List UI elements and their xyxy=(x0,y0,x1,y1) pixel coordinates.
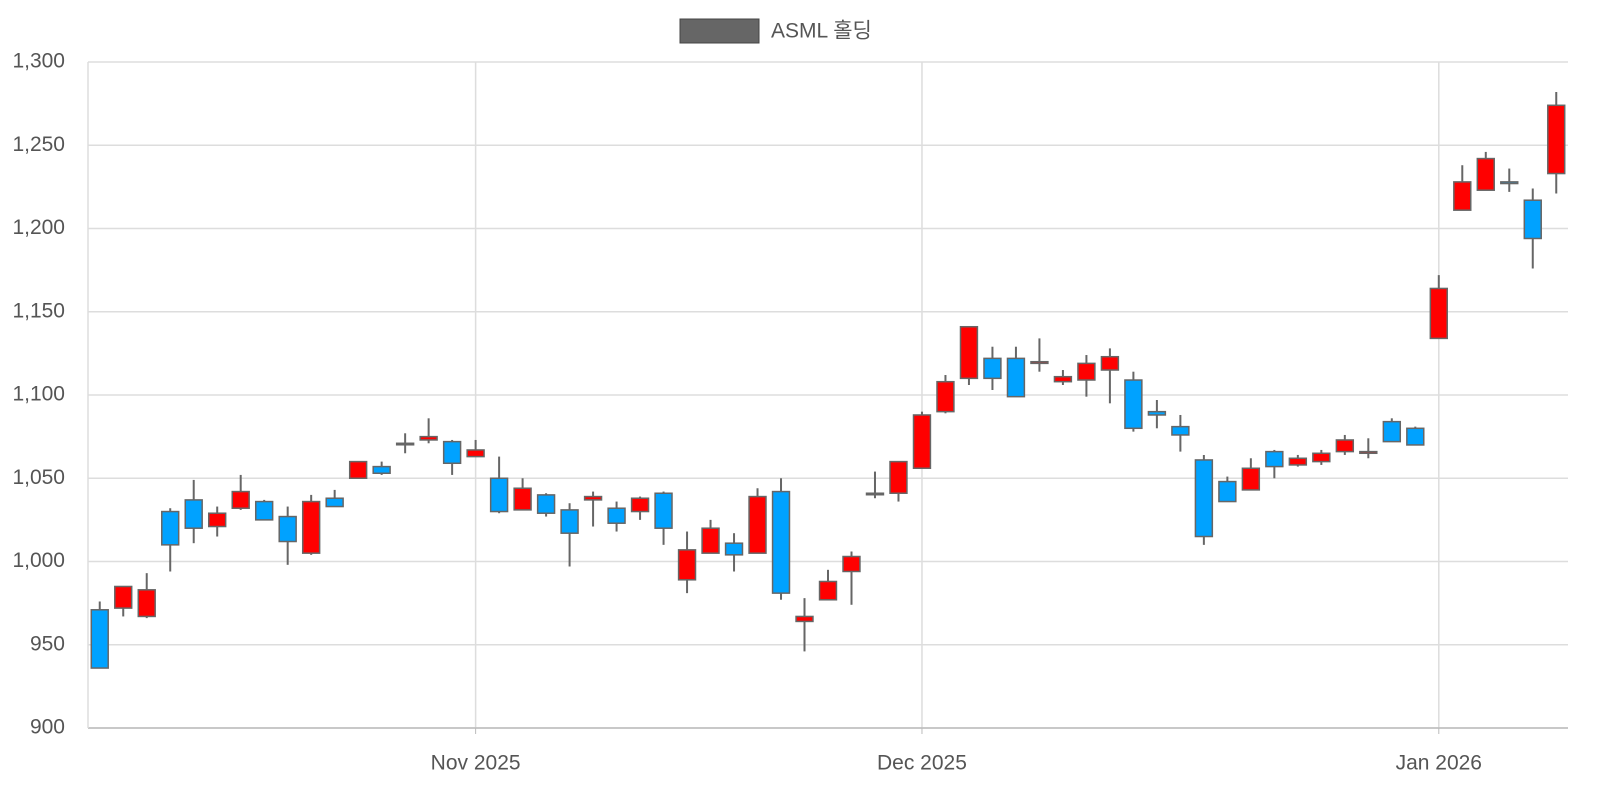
candle-body xyxy=(1147,410,1167,416)
y-tick-label: 900 xyxy=(30,716,65,739)
candle-body xyxy=(466,449,485,458)
y-tick-label: 1,100 xyxy=(12,383,65,406)
candle-body xyxy=(1500,181,1519,185)
candle-body xyxy=(114,585,133,609)
candle-body xyxy=(348,460,368,480)
candle-body xyxy=(301,500,321,554)
candle-body xyxy=(231,490,250,509)
candle-body xyxy=(1359,450,1378,455)
candle-body xyxy=(865,492,885,496)
candle-body xyxy=(889,460,908,494)
candle-body xyxy=(654,492,673,529)
y-tick-label: 1,200 xyxy=(12,216,65,239)
candle-body xyxy=(1406,427,1425,446)
candle-body xyxy=(1429,287,1449,340)
x-tick-label: Nov 2025 xyxy=(431,752,521,775)
candle-body xyxy=(1382,420,1402,443)
legend-swatch xyxy=(679,18,760,44)
candle-body xyxy=(184,499,203,529)
y-tick-label: 1,150 xyxy=(12,299,65,322)
candle-body xyxy=(912,414,932,470)
candle-body xyxy=(1053,375,1073,383)
candle-body xyxy=(513,487,532,511)
candle-body xyxy=(1335,439,1355,453)
candle-body xyxy=(842,555,861,573)
candle-body xyxy=(536,494,556,514)
candle-body xyxy=(818,580,838,601)
candle-body xyxy=(1077,362,1096,381)
candle-body xyxy=(771,490,791,594)
candle-body xyxy=(701,527,720,554)
legend-label: ASML 홀딩 xyxy=(771,20,872,43)
candle-body xyxy=(1100,355,1120,371)
y-tick-label: 1,300 xyxy=(12,50,65,73)
candle-body xyxy=(748,495,767,554)
y-tick-label: 1,000 xyxy=(12,549,65,572)
candle-body xyxy=(983,357,1002,380)
candle-body xyxy=(1124,379,1143,430)
candle-body xyxy=(1476,157,1495,191)
candle-body xyxy=(677,549,697,581)
candle-body xyxy=(959,325,979,380)
y-tick-label: 950 xyxy=(30,632,65,655)
candle-body xyxy=(325,497,344,508)
candle-body xyxy=(795,615,814,623)
candle-body xyxy=(489,477,509,513)
candle-body xyxy=(137,589,156,618)
candle-body xyxy=(1453,181,1472,211)
candle-body xyxy=(207,512,227,528)
candle-body xyxy=(254,500,274,521)
candle-body xyxy=(724,542,744,556)
candle-body xyxy=(936,380,955,413)
candle-body xyxy=(419,435,438,441)
x-tick-label: Jan 2026 xyxy=(1396,752,1482,775)
y-tick-label: 1,250 xyxy=(12,133,65,156)
candle-body xyxy=(1194,459,1214,538)
y-tick-label: 1,050 xyxy=(12,466,65,489)
candle-body xyxy=(1006,357,1026,398)
candle-body xyxy=(1030,360,1049,365)
candle-body xyxy=(372,465,391,475)
candle-body xyxy=(1312,452,1331,463)
candle-body xyxy=(90,609,109,669)
candle-body xyxy=(1547,104,1566,175)
candle-body xyxy=(1218,480,1237,503)
candle-body xyxy=(607,507,626,524)
candle-body xyxy=(161,510,180,546)
candle-body xyxy=(278,515,297,543)
candle-body xyxy=(395,442,415,446)
candle-body xyxy=(1171,425,1190,436)
candle-body xyxy=(442,440,462,465)
candle-body xyxy=(560,509,579,534)
candle-body xyxy=(630,497,650,513)
x-tick-label: Dec 2025 xyxy=(877,752,967,775)
candle-body xyxy=(1241,467,1261,491)
candle-body xyxy=(1288,457,1308,466)
candle-body xyxy=(1523,199,1542,240)
candle-body xyxy=(1265,450,1284,468)
candle-body xyxy=(583,495,603,501)
